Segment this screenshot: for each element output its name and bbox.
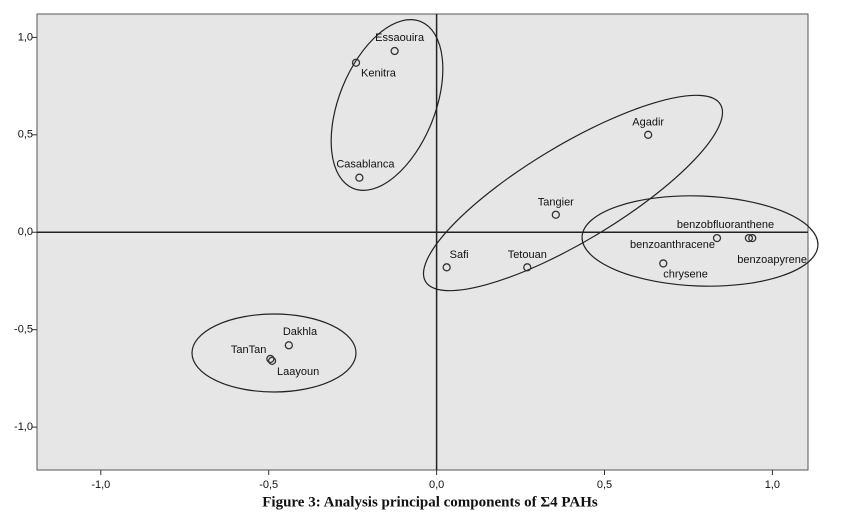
point-label: benzoanthracene xyxy=(630,239,715,251)
cluster-ellipses xyxy=(191,19,819,393)
point xyxy=(551,210,560,219)
point xyxy=(284,341,294,350)
point xyxy=(659,259,668,268)
point xyxy=(442,263,451,272)
point xyxy=(748,233,757,243)
point xyxy=(744,233,754,243)
x-tick-label: 0,5 xyxy=(597,479,612,491)
point xyxy=(644,130,653,139)
point-label: Dakhla xyxy=(283,326,318,338)
point-label: Essaouira xyxy=(375,32,425,44)
y-tick-label: -1,0 xyxy=(14,421,33,433)
point xyxy=(523,263,532,272)
cluster-ellipse xyxy=(581,195,819,287)
point-label: Casablanca xyxy=(336,159,395,171)
point-label: Kenitra xyxy=(361,68,397,80)
point-label: Safi xyxy=(450,249,469,261)
point-label: benzobfluoranthene xyxy=(677,219,774,231)
point-label: Laayoun xyxy=(277,366,319,378)
y-tick-label: -0,5 xyxy=(14,324,33,336)
point-label: Tangier xyxy=(538,197,574,209)
point-label: benzoapyrene xyxy=(737,254,807,266)
y-tick-label: 1,0 xyxy=(18,31,33,43)
x-tick-label: 1,0 xyxy=(765,479,780,491)
x-tick-label: -0,5 xyxy=(259,479,278,491)
point-label: TanTan xyxy=(231,344,266,356)
point xyxy=(267,356,277,366)
cluster-ellipse xyxy=(330,19,444,191)
y-tick-label: 0,0 xyxy=(18,226,33,238)
point xyxy=(355,173,364,182)
point-label: Agadir xyxy=(632,117,664,129)
point xyxy=(266,354,275,364)
cluster-ellipse xyxy=(191,313,357,393)
x-tick-label: 0,0 xyxy=(429,479,444,491)
x-tick-label: -1,0 xyxy=(91,479,110,491)
point xyxy=(351,58,361,67)
plot-area xyxy=(36,13,809,471)
cluster-ellipse xyxy=(422,94,724,292)
chart-title: Figure 3: Analysis principal components … xyxy=(262,494,598,510)
y-tick-label: 0,5 xyxy=(18,129,33,141)
point xyxy=(712,233,722,243)
point xyxy=(390,46,399,56)
point-label: Tetouan xyxy=(508,249,547,261)
point-label: chrysene xyxy=(663,268,708,280)
